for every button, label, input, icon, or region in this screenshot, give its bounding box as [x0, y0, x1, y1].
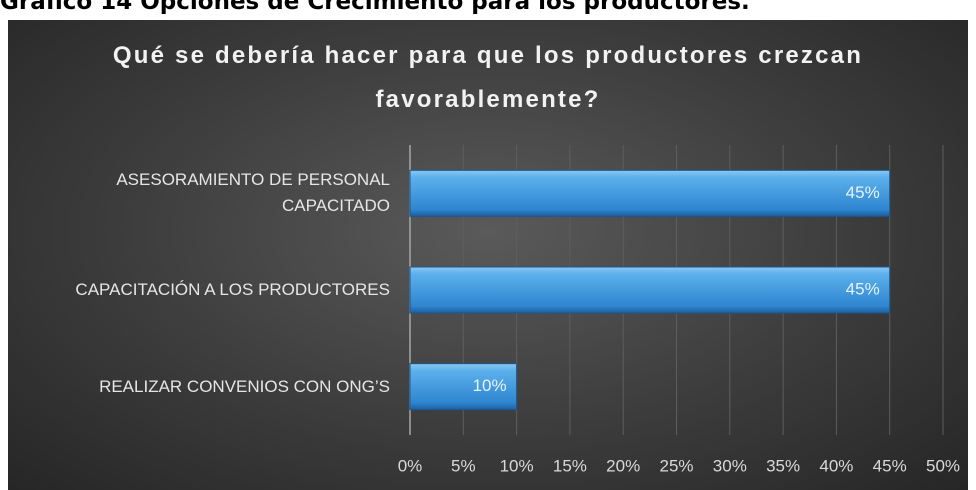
- y-tick-label: ASESORAMIENTO DE PERSONAL CAPACITADO: [116, 170, 390, 216]
- chart-title: Qué se debería hacer para que los produc…: [112, 42, 864, 113]
- x-tick-label: 15%: [553, 456, 587, 475]
- x-tick-label: 20%: [606, 456, 640, 475]
- x-tick-label: 50%: [926, 456, 960, 475]
- bar: [409, 169, 891, 217]
- x-tick-label: 25%: [659, 456, 693, 475]
- value-label: 45%: [846, 279, 880, 298]
- plot: 0% 5% 10% 15% 20% 25% 30% 35% 40% 45% 50% 45% 45% 10%: [398, 145, 960, 475]
- chart: 0% 5% 10% 15% 20% 25% 30% 35% 40% 45% 50% 45% 45% 10%…: [8, 20, 968, 490]
- caption: Gráfico 14 Opciones de Crecimiento para …: [0, 0, 750, 15]
- bar: [409, 363, 518, 411]
- x-tick-label: 45%: [873, 456, 907, 475]
- value-label: 10%: [473, 376, 507, 395]
- x-tick-label: 40%: [819, 456, 853, 475]
- bar: [409, 266, 891, 314]
- x-tick-label: 35%: [766, 456, 800, 475]
- x-tick-label: 5%: [451, 456, 476, 475]
- y-tick-label: REALIZAR CONVENIOS CON ONG’S: [99, 376, 390, 396]
- value-label: 45%: [846, 183, 880, 202]
- x-tick-label: 10%: [500, 456, 534, 475]
- x-tick-label: 30%: [713, 456, 747, 475]
- y-tick-label: CAPACITACIÓN A LOS PRODUCTORES: [75, 280, 390, 299]
- x-tick-label: 0%: [398, 456, 423, 475]
